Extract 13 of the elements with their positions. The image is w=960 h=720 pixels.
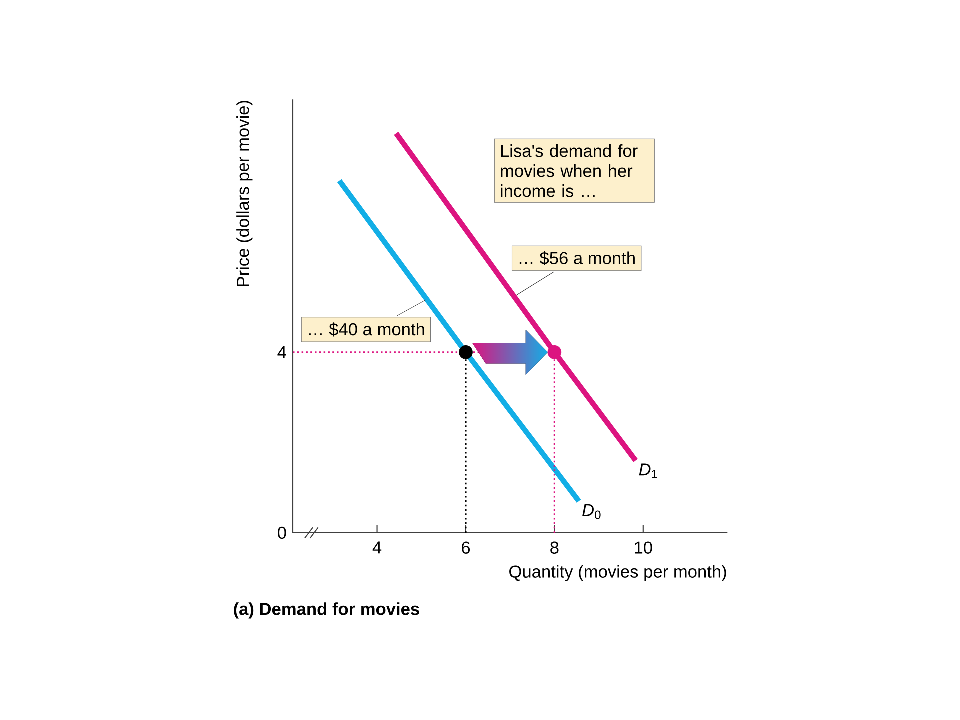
y-tick-label: 0 [278, 526, 286, 540]
series-label: D$_{1}$ [639, 464, 658, 478]
x-tick-label: 6 [462, 542, 470, 554]
annotation: Lisa's demand for movies when her income is … [501, 144, 638, 198]
x-tick-label: 4 [372, 542, 382, 554]
text: (a) Demand for movies [234, 602, 420, 619]
x-tick-label: 10 [635, 542, 652, 554]
annotation: … $40 a month [309, 322, 424, 337]
series-label: D$_{0}$ [582, 504, 601, 520]
annotation: … $56 a month [520, 251, 635, 266]
x-axis-title: Quantity (movies per month) [510, 565, 726, 582]
y-axis-title: Price (dollars per movie) [236, 101, 253, 286]
x-tick-label: 8 [550, 542, 559, 554]
